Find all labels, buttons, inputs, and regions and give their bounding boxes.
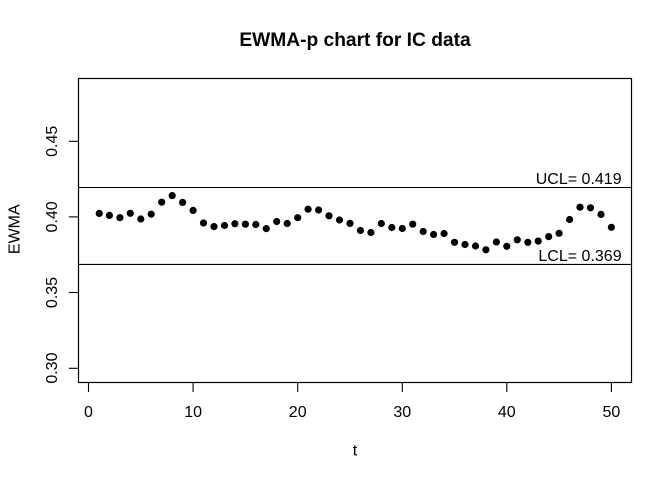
svg-text:EWMA: EWMA xyxy=(7,204,24,254)
svg-text:LCL= 0.369: LCL= 0.369 xyxy=(538,248,621,265)
svg-text:0.40: 0.40 xyxy=(44,201,61,232)
svg-text:t: t xyxy=(353,443,358,460)
svg-text:40: 40 xyxy=(498,404,516,421)
svg-text:EWMA-p chart for IC data: EWMA-p chart for IC data xyxy=(239,30,471,51)
svg-text:20: 20 xyxy=(289,404,307,421)
svg-text:0.35: 0.35 xyxy=(44,277,61,308)
svg-text:0.45: 0.45 xyxy=(44,126,61,157)
svg-text:0: 0 xyxy=(84,404,93,421)
svg-text:UCL= 0.419: UCL= 0.419 xyxy=(536,171,622,188)
svg-text:30: 30 xyxy=(393,404,411,421)
svg-text:0.30: 0.30 xyxy=(44,352,61,383)
svg-text:50: 50 xyxy=(603,404,621,421)
svg-text:10: 10 xyxy=(184,404,202,421)
